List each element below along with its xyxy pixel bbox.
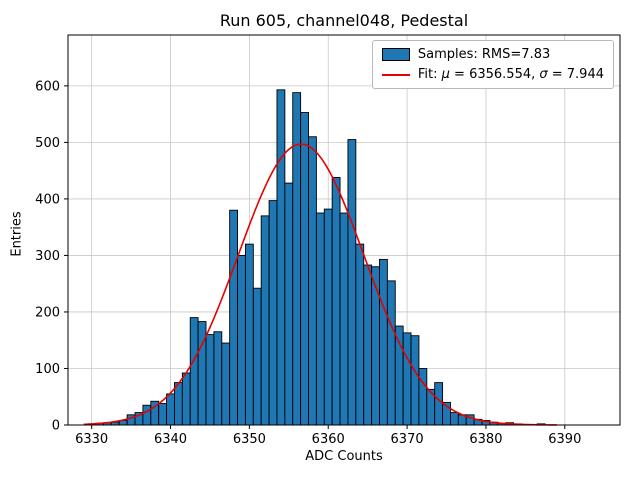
fit-mu-symbol: μ: [441, 67, 450, 82]
y-tick-label: 500: [35, 136, 60, 151]
histogram-bar: [260, 215, 270, 426]
legend: Samples: RMS=7.83 Fit: μ = 6356.554, σ =…: [371, 40, 614, 89]
plot-title: Run 605, channel048, Pedestal: [219, 11, 469, 30]
y-axis-label: Entries: [9, 211, 25, 257]
histogram-bar: [371, 266, 380, 426]
x-tick-label: 6360: [312, 432, 345, 447]
x-axis-label: ADC Counts: [305, 449, 383, 464]
histogram-bar: [355, 243, 365, 426]
x-tick-label: 6380: [469, 432, 502, 447]
y-tick-label: 600: [35, 79, 60, 94]
histogram-bar: [315, 212, 325, 426]
legend-entry-fit: Fit: μ = 6356.554, σ = 7.944: [381, 67, 604, 82]
fit-label: Fit: μ = 6356.554, σ = 7.944: [418, 67, 604, 82]
x-tick-label: 6390: [548, 432, 581, 447]
axes-spines: [67, 34, 621, 426]
legend-entry-samples: Samples: RMS=7.83: [381, 47, 604, 62]
histogram-bar: [284, 182, 294, 426]
fit-sigma-symbol: σ: [539, 67, 548, 82]
y-tick-label: 100: [35, 362, 60, 377]
x-tick-label: 6340: [154, 432, 187, 447]
histogram-bar: [323, 208, 333, 426]
fit-curve: [83, 143, 557, 426]
histogram-bar: [276, 89, 286, 426]
histogram-bar: [174, 382, 183, 426]
histogram-bar: [181, 372, 191, 426]
histogram-bar: [244, 243, 254, 426]
histogram-bar: [434, 382, 444, 426]
samples-swatch-icon: [381, 48, 410, 61]
fit-sigma-value: = 7.944: [547, 67, 604, 82]
histogram-bar: [292, 92, 302, 426]
histogram-bar: [331, 176, 341, 426]
histogram-bar: [252, 287, 262, 426]
x-tick-label: 6370: [391, 432, 424, 447]
histogram-bar: [347, 139, 357, 426]
y-tick-label: 400: [35, 192, 60, 207]
fit-mu-value: = 6356.554,: [449, 67, 540, 82]
histogram-bar: [450, 412, 459, 426]
histogram-bar: [386, 280, 396, 426]
histogram-bar: [363, 264, 373, 426]
histogram-bar: [229, 209, 239, 426]
histogram-bar: [339, 212, 349, 426]
histogram-bar: [268, 200, 278, 426]
y-tick-label: 200: [35, 305, 60, 320]
histogram-bar: [402, 332, 412, 426]
y-tick-label: 300: [35, 249, 60, 264]
histogram-bar: [379, 258, 388, 426]
histogram-bar: [221, 342, 231, 426]
histogram-bar: [410, 335, 420, 426]
histogram-bar: [300, 111, 309, 426]
histogram-bar: [308, 136, 317, 426]
histogram-bar: [189, 317, 199, 426]
histogram-bar: [205, 334, 215, 426]
histogram-bar: [142, 404, 152, 426]
histogram-bar: [166, 393, 175, 426]
samples-label: Samples: RMS=7.83: [417, 47, 551, 62]
histogram-bar: [237, 254, 246, 426]
x-tick-label: 6350: [233, 432, 266, 447]
x-tick-label: 6330: [75, 432, 108, 447]
y-tick-label: 0: [52, 419, 60, 434]
histogram-bar: [213, 331, 223, 426]
fit-line-swatch-icon: [381, 73, 410, 76]
histogram-bar: [158, 403, 168, 426]
fit-label-prefix: Fit:: [417, 67, 442, 82]
histogram-bar: [418, 368, 428, 426]
